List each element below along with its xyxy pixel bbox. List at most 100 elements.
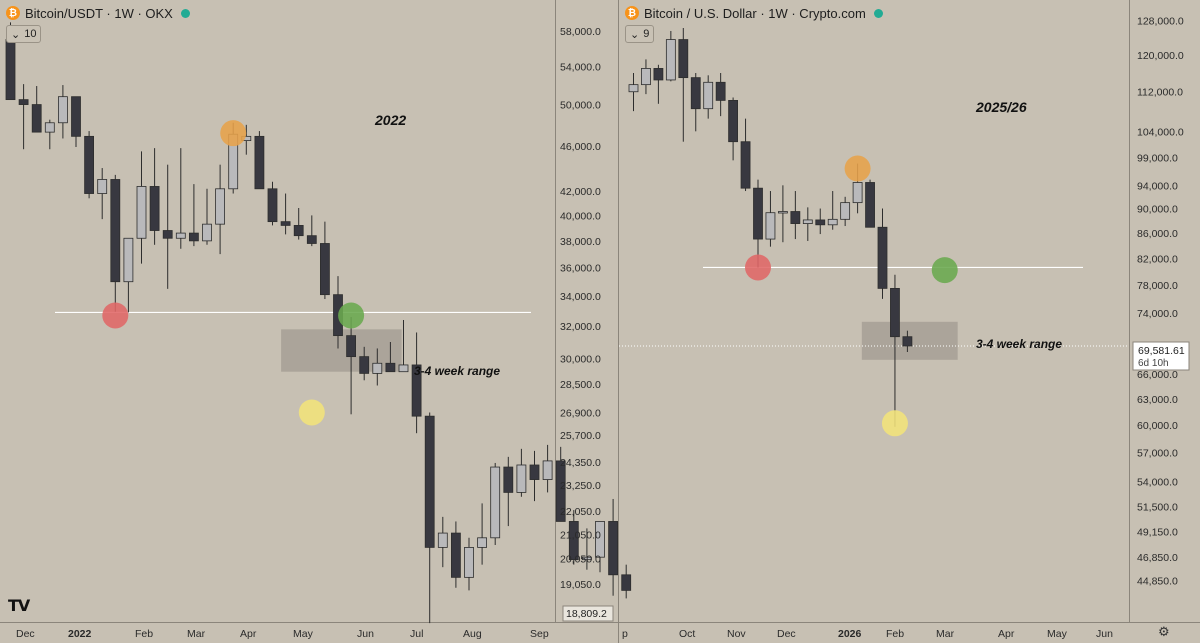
left-candle[interactable] (359, 356, 370, 374)
left-candle[interactable] (595, 521, 605, 558)
left-candle[interactable] (621, 574, 632, 591)
chevron-down-icon: ⌄ (11, 28, 21, 41)
right-time-tick: May (1047, 628, 1068, 640)
tradingview-logo-icon[interactable]: TV (8, 596, 30, 615)
left-indicator-toggle[interactable]: ⌄ 10 (6, 25, 42, 43)
right-candle[interactable] (815, 219, 826, 226)
right-indicator-toggle[interactable]: ⌄ 9 (625, 25, 655, 43)
right-price-tick: 78,000.0 (1137, 280, 1178, 292)
left-orange-marker[interactable] (220, 120, 247, 147)
left-candle[interactable] (346, 335, 357, 358)
gear-icon[interactable]: ⚙ (1158, 625, 1170, 640)
market-status-dot-icon (180, 8, 190, 18)
right-candle[interactable] (877, 226, 888, 289)
left-green-marker[interactable] (338, 302, 365, 329)
right-header[interactable]: ₿ Bitcoin / U.S. Dollar · 1W · Crypto.co… (625, 4, 883, 22)
left-candle[interactable] (503, 466, 514, 493)
left-candle[interactable] (385, 362, 396, 373)
right-candle[interactable] (715, 81, 726, 101)
left-candle[interactable] (411, 364, 422, 417)
right-orange-marker[interactable] (844, 155, 871, 182)
left-time-tick: Mar (187, 628, 206, 640)
left-price-tick: 46,000.0 (560, 141, 601, 153)
left-candle[interactable] (97, 179, 108, 194)
right-yellow-marker[interactable] (881, 410, 908, 437)
left-time-tick: Feb (135, 628, 153, 640)
left-candle[interactable] (136, 186, 147, 239)
left-candle[interactable] (516, 464, 527, 493)
right-candle[interactable] (902, 336, 913, 347)
left-candle[interactable] (175, 232, 186, 239)
left-year-label: 2022 (374, 112, 406, 128)
right-candle[interactable] (641, 68, 651, 86)
right-green-marker[interactable] (931, 257, 958, 284)
right-candle[interactable] (678, 39, 689, 79)
left-candle[interactable] (215, 188, 226, 225)
left-candle[interactable] (608, 521, 618, 576)
right-candle[interactable] (765, 212, 776, 240)
left-candle[interactable] (71, 96, 81, 137)
left-candle[interactable] (437, 532, 448, 548)
left-candle[interactable] (110, 179, 121, 283)
left-candle[interactable] (5, 39, 16, 101)
right-candle[interactable] (890, 287, 900, 338)
left-price-tick: 24,350.0 (560, 457, 601, 469)
left-candle[interactable] (18, 99, 29, 105)
left-candle[interactable] (162, 230, 173, 239)
left-candle[interactable] (568, 521, 579, 561)
right-chart-pane[interactable] (619, 27, 1129, 437)
left-candle[interactable] (58, 96, 68, 124)
left-candle[interactable] (529, 464, 540, 480)
left-candle[interactable] (490, 466, 501, 539)
right-candle[interactable] (802, 219, 813, 224)
right-candle[interactable] (703, 81, 714, 110)
left-last-price-tag (562, 605, 614, 622)
left-candle[interactable] (372, 362, 383, 374)
left-candle[interactable] (555, 460, 566, 522)
left-candle[interactable] (464, 547, 474, 578)
left-candle[interactable] (123, 237, 134, 283)
right-time-tick: p (622, 628, 628, 640)
left-candle[interactable] (149, 186, 160, 231)
left-chart-pane[interactable] (5, 22, 632, 624)
right-candle[interactable] (778, 211, 788, 214)
left-candle[interactable] (188, 232, 199, 242)
left-candle[interactable] (542, 460, 553, 480)
left-yellow-marker[interactable] (298, 399, 325, 426)
right-red-marker[interactable] (745, 254, 771, 281)
right-time-tick: Mar (936, 628, 955, 640)
left-header[interactable]: ₿ Bitcoin/USDT · 1W · OKX (6, 4, 190, 22)
right-candle[interactable] (753, 187, 763, 240)
right-price-tick: 120,000.0 (1137, 50, 1184, 62)
right-candle[interactable] (740, 141, 751, 189)
right-candle[interactable] (840, 202, 851, 220)
left-candle[interactable] (267, 188, 278, 223)
left-candle[interactable] (477, 537, 488, 548)
left-candle[interactable] (582, 556, 592, 561)
right-candle[interactable] (690, 77, 701, 110)
left-candle[interactable] (398, 364, 409, 373)
left-candle[interactable] (254, 135, 265, 190)
left-candle[interactable] (424, 415, 435, 548)
right-candle[interactable] (628, 84, 639, 93)
left-candle[interactable] (306, 235, 317, 244)
right-candle[interactable] (865, 182, 875, 228)
right-price-tick: 104,000.0 (1137, 126, 1184, 138)
left-candle[interactable] (280, 221, 291, 226)
right-candle[interactable] (653, 68, 664, 81)
left-candle[interactable] (84, 135, 94, 194)
left-candle[interactable] (319, 243, 330, 296)
left-candle[interactable] (31, 104, 42, 133)
right-candle[interactable] (852, 182, 863, 204)
left-candle[interactable] (450, 532, 461, 578)
market-status-dot-icon (873, 8, 883, 18)
right-symbol-title: Bitcoin / U.S. Dollar · 1W · Crypto.com (644, 5, 866, 21)
left-candle[interactable] (293, 225, 304, 237)
left-red-marker[interactable] (102, 302, 129, 329)
left-candle[interactable] (202, 223, 212, 242)
right-candle[interactable] (728, 100, 738, 143)
right-candle[interactable] (665, 39, 676, 81)
right-candle[interactable] (790, 211, 801, 224)
right-candle[interactable] (827, 218, 838, 226)
left-candle[interactable] (44, 122, 55, 133)
